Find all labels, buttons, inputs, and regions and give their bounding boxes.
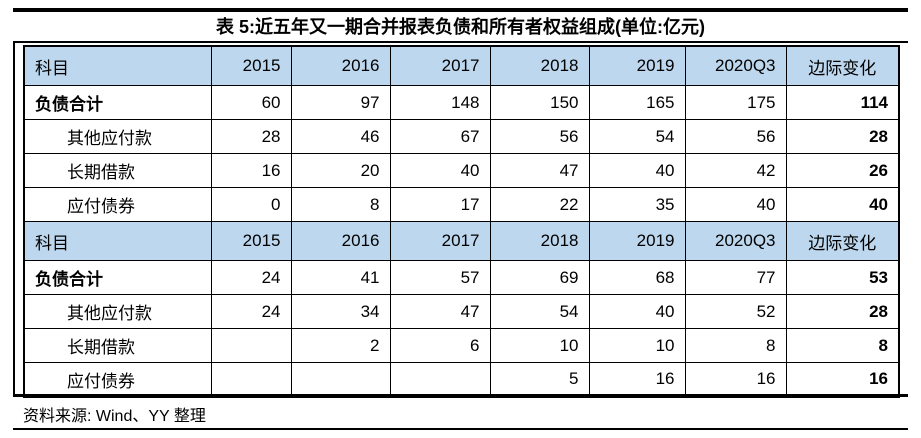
header-year-2018: 2018 — [489, 221, 590, 261]
value-cell: 56 — [489, 119, 590, 154]
value-cell: 35 — [588, 187, 686, 222]
header-2020q3: 2020Q3 — [684, 45, 787, 86]
value-cell: 0 — [210, 187, 292, 222]
value-cell: 47 — [389, 294, 491, 329]
value-cell: 34 — [290, 294, 391, 329]
value-cell: 165 — [588, 85, 686, 120]
value-cell: 54 — [588, 119, 686, 154]
title-separator-rule — [13, 41, 908, 43]
value-cell: 69 — [489, 260, 590, 295]
value-cell: 77 — [684, 260, 787, 295]
value-cell: 10 — [489, 328, 590, 363]
value-cell: 22 — [489, 187, 590, 222]
value-cell — [290, 362, 391, 397]
value-cell: 97 — [290, 85, 391, 120]
value-cell: 10 — [588, 328, 686, 363]
header-year-2015: 2015 — [210, 221, 292, 261]
table-row-long-term-loans-1: 长期借款 16 20 40 47 40 42 26 — [23, 153, 900, 188]
value-cell — [210, 328, 292, 363]
top-rule — [13, 8, 908, 12]
value-cell: 17 — [389, 187, 491, 222]
value-cell: 57 — [389, 260, 491, 295]
table-row-other-payables-2: 其他应付款 24 34 47 54 40 52 28 — [23, 294, 900, 329]
value-cell: 40 — [588, 294, 686, 329]
header-year-2017: 2017 — [389, 221, 491, 261]
row-label-cell: 应付债券 — [23, 187, 212, 222]
value-cell: 5 — [489, 362, 590, 397]
row-label-cell: 长期借款 — [23, 328, 212, 363]
row-label-cell: 其他应付款 — [23, 119, 212, 154]
value-cell: 2 — [290, 328, 391, 363]
row-label-cell: 负债合计 — [23, 85, 212, 120]
header-marginal-change: 边际变化 — [785, 45, 900, 86]
value-cell: 8 — [290, 187, 391, 222]
value-cell: 42 — [684, 153, 787, 188]
value-cell: 150 — [489, 85, 590, 120]
bottom-rule — [13, 428, 908, 430]
table-row-other-payables-1: 其他应付款 28 46 67 56 54 56 28 — [23, 119, 900, 154]
value-cell: 28 — [210, 119, 292, 154]
header-subject: 科目 — [23, 45, 212, 86]
header-year-2016: 2016 — [290, 221, 391, 261]
value-cell: 47 — [489, 153, 590, 188]
header-year-2017: 2017 — [389, 45, 491, 86]
marginal-value-cell: 16 — [785, 362, 900, 397]
value-cell: 40 — [588, 153, 686, 188]
header-2020q3: 2020Q3 — [684, 221, 787, 261]
value-cell: 6 — [389, 328, 491, 363]
table-row-bonds-payable-1: 应付债券 0 8 17 22 35 40 40 — [23, 187, 900, 222]
header-marginal-change: 边际变化 — [785, 221, 900, 261]
row-label-cell: 应付债券 — [23, 362, 212, 397]
value-cell: 60 — [210, 85, 292, 120]
marginal-value-cell: 26 — [785, 153, 900, 188]
table-title: 表 5:近五年又一期合并报表负债和所有者权益组成(单位:亿元) — [216, 17, 705, 37]
value-cell: 41 — [290, 260, 391, 295]
header-year-2019: 2019 — [588, 45, 686, 86]
marginal-value-cell: 8 — [785, 328, 900, 363]
value-cell: 16 — [684, 362, 787, 397]
value-cell: 52 — [684, 294, 787, 329]
header-year-2015: 2015 — [210, 45, 292, 86]
header-year-2019: 2019 — [588, 221, 686, 261]
value-cell: 8 — [684, 328, 787, 363]
marginal-value-cell: 40 — [785, 187, 900, 222]
value-cell: 67 — [389, 119, 491, 154]
value-cell: 68 — [588, 260, 686, 295]
marginal-value-cell: 114 — [785, 85, 900, 120]
table-row-total-liabilities-1: 负债合计 60 97 148 150 165 175 114 — [23, 85, 900, 120]
table-bottom-rule — [13, 394, 908, 397]
marginal-value-cell: 53 — [785, 260, 900, 295]
marginal-value-cell: 28 — [785, 294, 900, 329]
row-label-cell: 长期借款 — [23, 153, 212, 188]
value-cell: 40 — [389, 153, 491, 188]
header-year-2016: 2016 — [290, 45, 391, 86]
value-cell: 24 — [210, 294, 292, 329]
row-label-cell: 负债合计 — [23, 260, 212, 295]
left-frame-line — [13, 41, 15, 395]
value-cell: 40 — [684, 187, 787, 222]
table-header-row-1: 科目 2015 2016 2017 2018 2019 2020Q3 边际变化 — [23, 45, 900, 86]
value-cell: 175 — [684, 85, 787, 120]
header-year-2018: 2018 — [489, 45, 590, 86]
table-row-long-term-loans-2: 长期借款 2 6 10 10 8 8 — [23, 328, 900, 363]
table-row-total-liabilities-2: 负债合计 24 41 57 69 68 77 53 — [23, 260, 900, 295]
value-cell — [389, 362, 491, 397]
value-cell: 16 — [588, 362, 686, 397]
value-cell: 148 — [389, 85, 491, 120]
value-cell: 24 — [210, 260, 292, 295]
marginal-value-cell: 28 — [785, 119, 900, 154]
value-cell: 16 — [210, 153, 292, 188]
row-label-cell: 其他应付款 — [23, 294, 212, 329]
value-cell — [210, 362, 292, 397]
value-cell: 46 — [290, 119, 391, 154]
value-cell: 54 — [489, 294, 590, 329]
header-subject: 科目 — [23, 221, 212, 261]
table-row-bonds-payable-2: 应付债券 5 16 16 16 — [23, 362, 900, 397]
value-cell: 56 — [684, 119, 787, 154]
table-header-row-2: 科目 2015 2016 2017 2018 2019 2020Q3 边际变化 — [23, 221, 900, 261]
source-note: 资料来源: Wind、YY 整理 — [23, 408, 206, 425]
financial-table: 科目 2015 2016 2017 2018 2019 2020Q3 边际变化 … — [23, 45, 900, 398]
value-cell: 20 — [290, 153, 391, 188]
